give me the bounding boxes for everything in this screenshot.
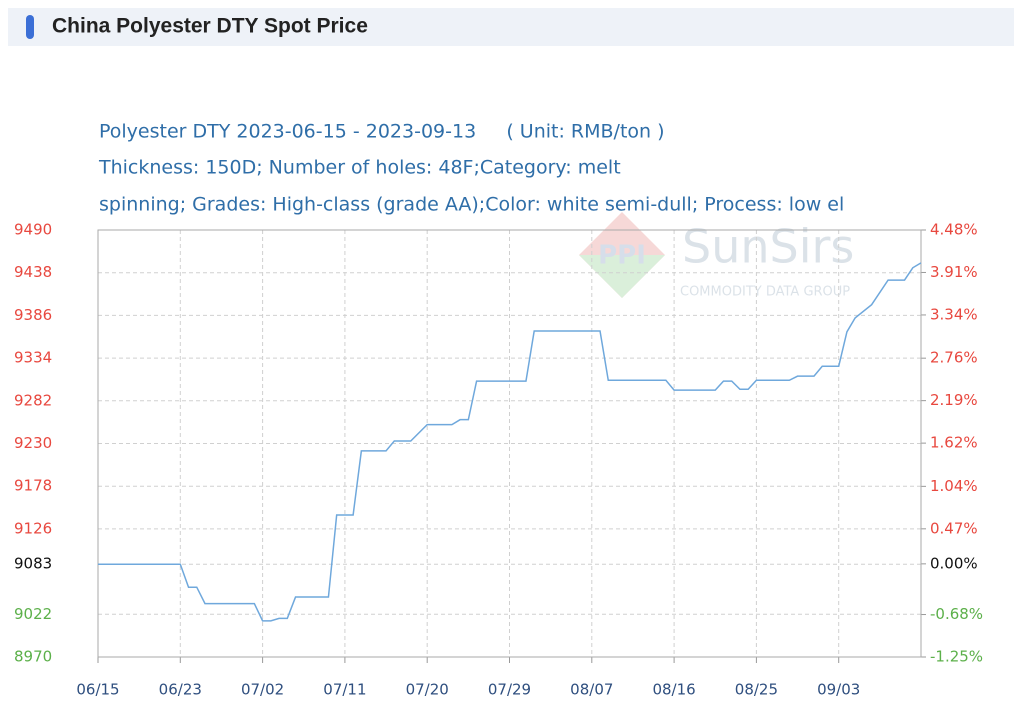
y-tick-label: 9178: [14, 477, 52, 495]
watermark-shape: [579, 255, 665, 298]
x-tick-label: 06/15: [76, 681, 119, 699]
y-tick-label: 9083: [14, 555, 52, 573]
y-tick-label: 9282: [14, 391, 52, 409]
watermark: PPI SunSirs COMMODITY DATA GROUP: [579, 212, 854, 300]
x-tick-label: 09/03: [817, 681, 860, 699]
x-tick-label: 06/23: [159, 681, 202, 699]
x-tick-label: 08/25: [735, 681, 778, 699]
watermark-shape: [579, 212, 665, 298]
y2-tick-label: 4.48%: [930, 221, 978, 239]
y2-tick-label: -0.68%: [930, 605, 983, 623]
y-tick-label: 9490: [14, 221, 52, 239]
subtitle: Thickness: 150D; Number of holes: 48F;Ca…: [98, 157, 621, 179]
plot-border: [97, 229, 922, 658]
subtitle: spinning; Grades: High-class (grade AA);…: [99, 194, 844, 216]
y-tick-label: 9230: [14, 434, 52, 452]
x-tick-label: 08/07: [570, 681, 613, 699]
price-line: [98, 262, 922, 622]
y2-tick-label: 2.19%: [930, 391, 978, 409]
y2-tick-label: 1.62%: [930, 434, 978, 452]
y-tick-label: 9334: [14, 349, 52, 367]
y2-tick-label: 0.47%: [930, 519, 978, 537]
page-title: China Polyester DTY Spot Price: [52, 15, 368, 38]
y2-tick-label: -1.25%: [930, 648, 983, 666]
x-tick-label: 07/20: [406, 681, 449, 699]
y-tick-label: 9126: [14, 519, 52, 537]
watermark-tagline: COMMODITY DATA GROUP: [680, 285, 850, 300]
x-tick-label: 07/11: [323, 681, 366, 699]
header-icon: [26, 15, 34, 39]
x-tick-label: 07/29: [488, 681, 531, 699]
y-tick-label: 8970: [14, 648, 52, 666]
watermark-logo: PPI: [598, 241, 646, 271]
y2-tick-label: 1.04%: [930, 477, 978, 495]
y-tick-label: 9438: [14, 263, 52, 281]
watermark-name: SunSirs: [682, 220, 854, 274]
x-tick-label: 08/16: [652, 681, 695, 699]
y-tick-label: 9022: [14, 605, 52, 623]
y2-tick-label: 3.34%: [930, 305, 978, 323]
x-tick-label: 07/02: [241, 681, 284, 699]
y2-tick-label: 3.91%: [930, 263, 978, 281]
y-tick-label: 9386: [14, 306, 52, 324]
header-bar: [8, 8, 1014, 46]
y2-tick-label: 2.76%: [930, 349, 978, 367]
subtitle: Polyester DTY 2023-06-15 - 2023-09-13 ( …: [99, 121, 665, 143]
y2-tick-label: 0.00%: [930, 554, 978, 572]
